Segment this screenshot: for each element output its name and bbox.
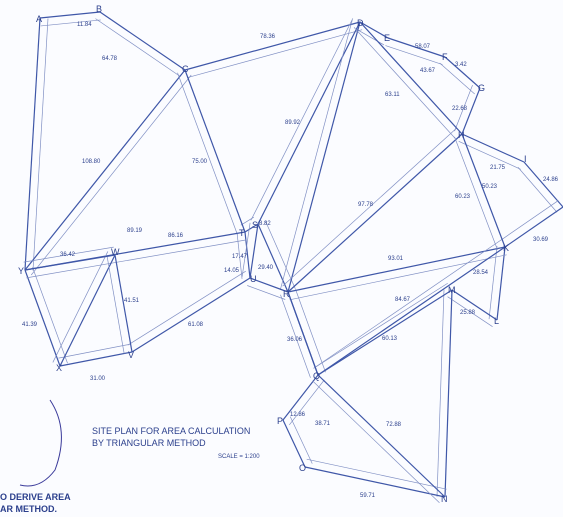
measurement: 41.39 <box>22 322 38 328</box>
measurement: 89.92 <box>285 120 301 126</box>
measurement: 11.84 <box>77 22 92 28</box>
point-label: M <box>448 285 456 295</box>
measurement: 78.36 <box>260 34 276 40</box>
measurement: 41.51 <box>124 298 140 304</box>
measurement: 29.40 <box>258 265 274 271</box>
point-label: X <box>56 363 62 373</box>
point-label: T <box>239 228 245 238</box>
point-label: N <box>441 494 448 504</box>
measurement: 59.71 <box>360 493 376 499</box>
point-label: W <box>111 247 120 257</box>
measurement: 50.23 <box>482 184 498 190</box>
point-label: A <box>36 14 42 24</box>
paper <box>0 0 563 517</box>
point-label: O <box>299 463 306 473</box>
measurement: 31.00 <box>90 376 106 382</box>
scale: SCALE = 1:200 <box>218 454 260 460</box>
point-label: C <box>182 64 189 74</box>
point-label: E <box>384 33 390 43</box>
point-label: H <box>458 130 465 140</box>
measurement: 17.47 <box>232 254 248 260</box>
title-line: SITE PLAN FOR AREA CALCULATION <box>92 426 250 436</box>
site-plan: SITE PLAN FOR AREA CALCULATION BY TRIANG… <box>0 0 563 517</box>
point-label: Q <box>313 371 320 381</box>
measurement: 64.78 <box>102 56 118 62</box>
point-label: P <box>277 416 283 426</box>
measurement: 43.67 <box>420 68 436 74</box>
measurement: 108.80 <box>82 159 101 165</box>
measurement: 75.00 <box>192 159 208 165</box>
measurement: 3.42 <box>455 62 467 68</box>
measurement: 36.06 <box>287 337 303 343</box>
point-label: G <box>478 83 485 93</box>
measurement: 14.05 <box>224 268 240 274</box>
point-label: S <box>252 220 258 230</box>
measurement: 60.23 <box>455 194 471 200</box>
point-label: R <box>283 289 290 299</box>
measurement: 12.86 <box>290 412 306 418</box>
measurement: 24.86 <box>543 177 559 183</box>
point-label: B <box>96 4 102 14</box>
measurement: 38.71 <box>315 421 331 427</box>
measurement: 89.19 <box>127 228 143 234</box>
point-label: U <box>250 274 257 284</box>
title-line: BY TRIANGULAR METHOD <box>92 438 206 448</box>
point-label: D <box>357 18 364 28</box>
measurement: 86.16 <box>168 233 184 239</box>
footer-line: AR METHOD. <box>0 504 57 514</box>
point-label: L <box>494 316 499 326</box>
measurement: 22.68 <box>452 106 468 112</box>
footer-line: O DERIVE AREA <box>0 492 71 502</box>
measurement: 60.13 <box>382 336 398 342</box>
measurement: 93.01 <box>388 256 404 262</box>
measurement: 58.07 <box>415 44 431 50</box>
measurement: 72.88 <box>386 422 402 428</box>
measurement: 36.42 <box>60 252 76 258</box>
point-label: K <box>503 243 509 253</box>
point-label: F <box>442 52 448 62</box>
point-label: Y <box>18 266 24 276</box>
point-label: V <box>128 350 134 360</box>
measurement: 97.78 <box>358 202 374 208</box>
measurement: 25.88 <box>460 310 476 316</box>
measurement: 61.08 <box>188 322 204 328</box>
measurement: 84.67 <box>395 297 411 303</box>
measurement: 28.54 <box>473 270 489 276</box>
measurement: 63.11 <box>385 92 400 98</box>
point-label: I <box>524 154 527 164</box>
measurement: 30.69 <box>533 237 549 243</box>
measurement: 21.75 <box>490 165 506 171</box>
measurement: 8.82 <box>259 221 271 227</box>
